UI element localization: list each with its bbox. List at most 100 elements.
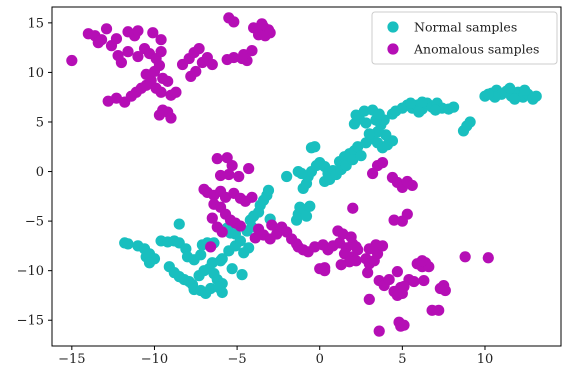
data-point xyxy=(236,269,248,281)
data-point xyxy=(216,253,228,265)
data-point xyxy=(418,274,430,287)
data-point xyxy=(195,249,207,261)
legend-label: Anomalous samples xyxy=(413,42,539,57)
data-point xyxy=(358,105,370,117)
data-point xyxy=(147,27,159,39)
data-point xyxy=(416,96,428,108)
data-point xyxy=(226,160,238,172)
data-point xyxy=(205,282,217,295)
data-point xyxy=(238,247,250,259)
data-point xyxy=(214,169,227,182)
data-point xyxy=(266,219,278,231)
data-point xyxy=(206,212,218,224)
data-point xyxy=(122,238,134,250)
x-tick-label: 5 xyxy=(398,352,406,367)
data-point xyxy=(162,75,174,87)
data-point xyxy=(383,273,395,286)
data-point xyxy=(213,281,225,294)
data-point xyxy=(228,16,240,28)
data-point xyxy=(416,255,428,267)
data-point xyxy=(264,27,276,39)
data-point xyxy=(295,167,308,180)
data-point xyxy=(405,97,417,109)
data-point xyxy=(391,266,403,278)
data-point xyxy=(509,93,521,105)
y-tick-label: −15 xyxy=(17,314,44,329)
data-point xyxy=(396,215,408,227)
data-point xyxy=(363,128,375,140)
plot-frame xyxy=(51,6,562,347)
data-point xyxy=(482,88,494,100)
data-point xyxy=(143,257,156,269)
data-point xyxy=(206,58,218,71)
data-point xyxy=(447,101,460,113)
y-tick-label: 0 xyxy=(36,165,44,180)
data-point xyxy=(216,226,228,238)
data-point xyxy=(249,232,261,244)
data-point xyxy=(281,170,293,183)
data-point xyxy=(153,59,166,72)
data-point xyxy=(388,214,400,226)
x-tick-label: −5 xyxy=(228,352,247,367)
data-point xyxy=(246,45,258,57)
data-point xyxy=(155,86,167,98)
data-point xyxy=(504,82,516,94)
data-point xyxy=(262,184,275,196)
data-point xyxy=(319,262,331,274)
x-tick-label: −15 xyxy=(58,352,85,367)
data-point xyxy=(132,25,144,37)
x-tick-label: 10 xyxy=(477,352,494,367)
data-point xyxy=(153,109,166,121)
data-point xyxy=(190,65,202,78)
x-tick-label: −10 xyxy=(141,352,168,367)
series-1 xyxy=(66,12,494,337)
data-point xyxy=(406,179,418,192)
data-point xyxy=(464,116,476,128)
y-tick-label: 5 xyxy=(36,115,44,130)
data-point xyxy=(211,153,223,165)
data-point xyxy=(115,56,128,69)
data-point xyxy=(355,150,367,162)
data-point xyxy=(519,84,531,96)
data-point xyxy=(234,220,246,232)
data-point xyxy=(332,225,344,237)
data-point xyxy=(228,51,240,64)
series-0 xyxy=(119,82,542,300)
axes-layer: −15 −10 −5 0 5 10 −15 −10 −5 0 5 10 15 xyxy=(17,6,562,367)
legend-marker xyxy=(387,43,399,55)
data-point xyxy=(408,275,420,288)
data-point xyxy=(362,267,374,279)
data-point xyxy=(348,118,361,130)
data-point xyxy=(304,200,316,212)
data-point xyxy=(122,46,134,58)
data-point xyxy=(393,316,405,328)
data-point xyxy=(335,259,347,271)
data-point xyxy=(233,170,245,183)
y-tick-label: 15 xyxy=(27,16,44,31)
data-point xyxy=(376,240,389,252)
data-point xyxy=(173,218,185,230)
data-point xyxy=(350,241,362,253)
data-point xyxy=(363,293,375,306)
data-point xyxy=(155,34,167,46)
data-point xyxy=(92,37,104,49)
legend-marker xyxy=(387,21,399,33)
data-point xyxy=(459,251,471,263)
data-point xyxy=(376,157,389,169)
data-point xyxy=(226,263,238,275)
data-point xyxy=(132,50,144,63)
data-point xyxy=(350,255,362,267)
y-tick-label: 10 xyxy=(27,66,44,81)
legend: Normal samples Anomalous samples xyxy=(371,11,558,65)
x-tick-label: 0 xyxy=(316,352,324,367)
data-point xyxy=(193,43,205,55)
data-point xyxy=(110,33,123,45)
y-tick-label: −10 xyxy=(17,264,44,279)
y-tick-label: −5 xyxy=(25,215,44,230)
data-point xyxy=(434,282,446,295)
data-point xyxy=(165,112,177,124)
data-point xyxy=(170,86,182,98)
data-point xyxy=(433,304,445,316)
